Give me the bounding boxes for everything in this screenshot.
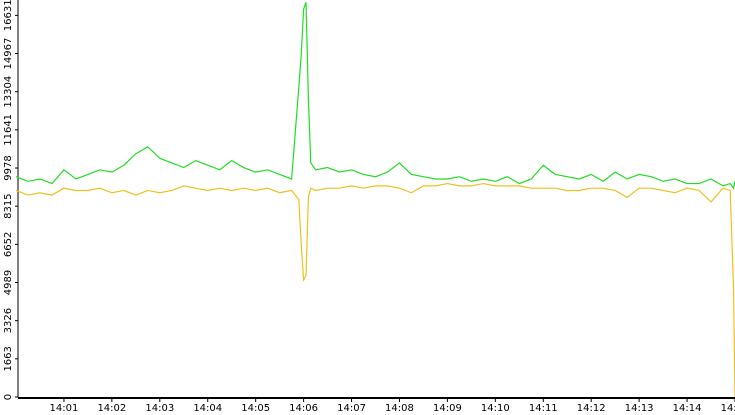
x-tick-label: 14:11 [529, 403, 558, 414]
x-tick-label: 14:10 [481, 403, 510, 414]
y-tick-label: 16631 [3, 0, 14, 31]
y-tick-label: 1663 [3, 346, 14, 371]
x-tick-label: 14:04 [193, 403, 222, 414]
x-tick-label: 14:09 [433, 403, 462, 414]
y-tick-label: 4989 [3, 270, 14, 295]
x-tick-label: 14:01 [50, 403, 79, 414]
x-tick-label: 14:13 [625, 403, 654, 414]
y-tick-label: 0 [3, 394, 14, 400]
series-line [15, 182, 735, 398]
x-tick-label: 14:12 [577, 403, 606, 414]
x-tick-label: 14:05 [241, 403, 270, 414]
x-tick-label: 14:07 [337, 403, 366, 414]
x-tick-label: 14:06 [289, 403, 318, 414]
x-tick-label: 14:14 [673, 403, 702, 414]
y-tick-label: 9978 [3, 155, 14, 180]
x-tick-label: 14:15 [721, 403, 735, 414]
x-tick-label: 14:02 [97, 403, 126, 414]
x-tick-label: 14:03 [145, 403, 174, 414]
y-tick-label: 6652 [3, 232, 14, 257]
y-tick-label: 3326 [3, 308, 14, 333]
y-tick-label: 11641 [3, 114, 14, 146]
y-tick-label: 13304 [3, 76, 14, 108]
x-tick-label: 14:08 [385, 403, 414, 414]
y-tick-label: 8315 [3, 193, 14, 218]
y-tick-label: 14967 [3, 38, 14, 70]
series-line [15, 2, 735, 190]
